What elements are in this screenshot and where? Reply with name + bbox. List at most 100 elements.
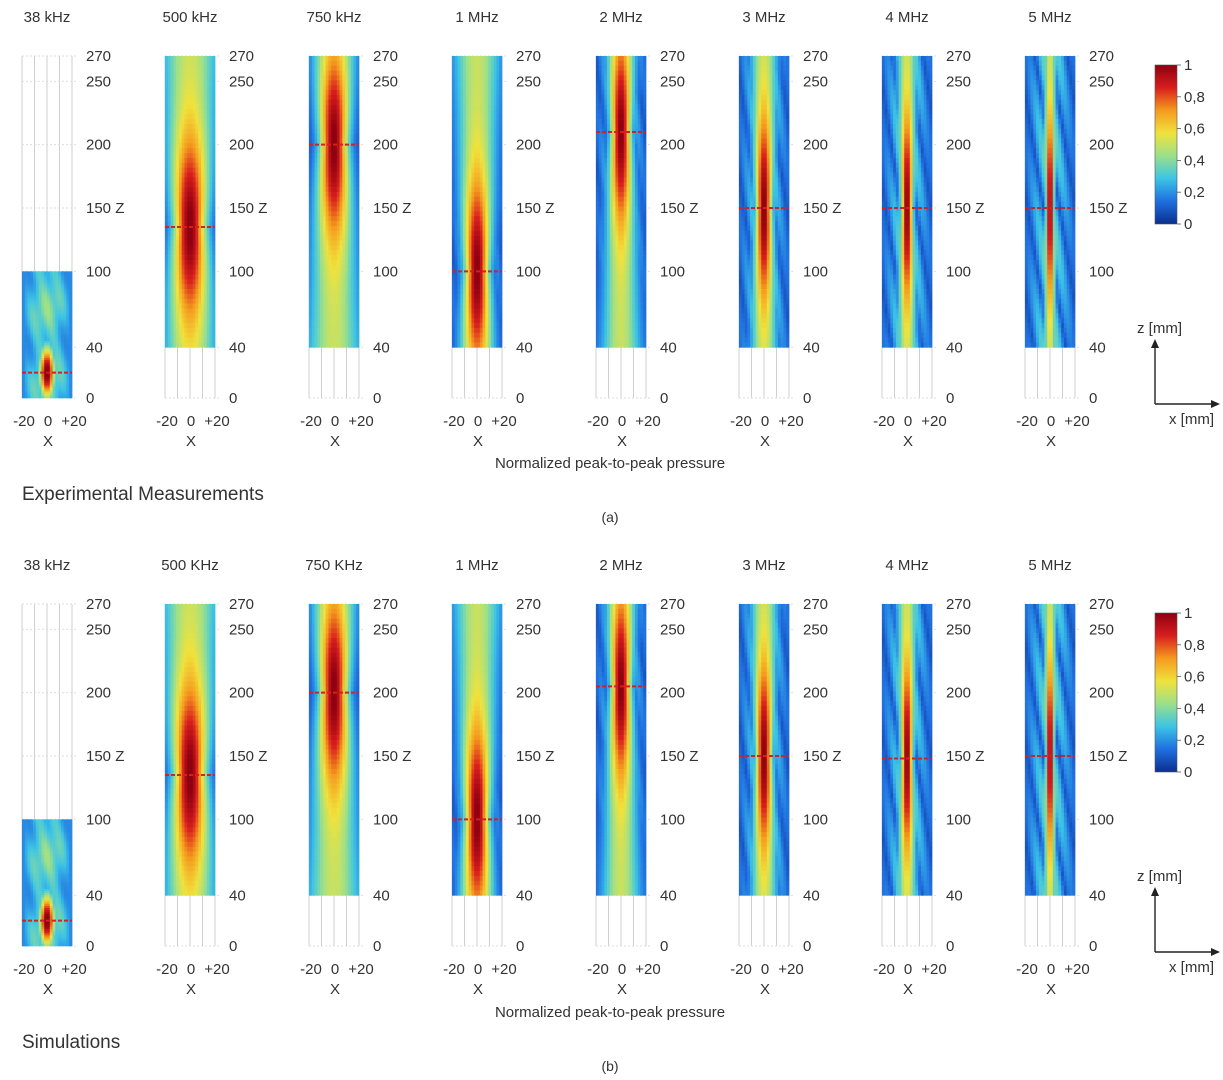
heat-cell (601, 119, 605, 125)
heat-cell (309, 332, 313, 338)
heat-cell (309, 104, 313, 110)
heat-cell (47, 383, 51, 386)
heat-cell (38, 349, 42, 352)
heat-cell (334, 123, 338, 130)
heat-cell (322, 56, 326, 62)
heat-cell (44, 305, 48, 308)
heat-cell (63, 313, 67, 316)
heat-cell (339, 99, 343, 105)
heat-cell (60, 351, 64, 354)
heat-cell (331, 293, 335, 300)
heat-cell (52, 391, 56, 395)
heat-cell (496, 259, 500, 266)
heat-cell (465, 182, 469, 188)
heat-cell (345, 138, 349, 144)
heat-cell (69, 387, 73, 390)
heat-cell (190, 293, 194, 300)
heat-cell (342, 332, 346, 338)
heat-cell (38, 275, 42, 278)
heat-cell (607, 75, 611, 81)
heat-cell (55, 326, 59, 329)
heat-cell (632, 70, 636, 76)
heat-cell (353, 123, 357, 130)
heat-cell (328, 342, 332, 348)
heat-cell (58, 324, 62, 327)
heat-cell (609, 99, 613, 105)
heat-cell (41, 277, 45, 281)
heat-cell (47, 362, 51, 365)
heat-cell (629, 85, 633, 91)
heat-cell (52, 275, 56, 278)
heat-cell (181, 104, 185, 110)
heat-cell (356, 123, 360, 130)
heat-cell (465, 235, 469, 241)
heat-cell (165, 94, 169, 100)
heat-cell (24, 387, 28, 390)
heat-cell (314, 128, 318, 134)
heat-cell (201, 298, 205, 304)
heat-cell (35, 317, 39, 321)
heat-cell (454, 99, 458, 105)
heat-cell (27, 387, 31, 390)
heat-cell (184, 221, 188, 227)
heat-cell (320, 327, 324, 334)
heat-cell (69, 355, 73, 359)
heat-cell (165, 114, 169, 120)
heat-cell (309, 99, 313, 105)
heat-cell (181, 293, 185, 300)
heat-cell (173, 123, 177, 130)
heat-cell (345, 303, 349, 309)
heat-cell (331, 201, 335, 207)
heat-cell (69, 319, 73, 323)
heat-cell (314, 187, 318, 193)
heat-cell (24, 355, 28, 359)
heat-cell (452, 157, 456, 164)
heat-cell (331, 109, 335, 115)
heat-cell (52, 381, 56, 384)
heat-cell (339, 337, 343, 343)
heat-cell (201, 56, 205, 62)
heat-cell (640, 85, 644, 91)
heat-cell (334, 191, 338, 198)
heat-cell (24, 307, 28, 310)
heat-cell (615, 172, 619, 178)
heat-cell (356, 206, 360, 212)
heat-cell (30, 328, 34, 331)
heat-cell (63, 343, 67, 346)
heat-cell (493, 206, 497, 212)
heat-cell (309, 133, 313, 139)
heat-cell (334, 274, 338, 280)
heat-cell (41, 334, 45, 338)
heat-cell (69, 353, 73, 357)
heat-cell (212, 75, 216, 81)
heat-cell (488, 157, 492, 164)
heat-cell (643, 196, 647, 202)
heat-cell (474, 128, 478, 134)
heat-cell (38, 300, 42, 304)
heat-cell (41, 275, 45, 278)
heat-cell (499, 99, 503, 105)
heat-cell (493, 148, 497, 154)
heat-cell (66, 313, 70, 316)
heat-cell (598, 114, 602, 120)
heat-cell (38, 313, 42, 316)
heat-cell (347, 75, 351, 81)
heat-cell (52, 332, 56, 335)
heat-cell (328, 279, 332, 285)
heat-cell (69, 303, 73, 306)
heat-cell (618, 109, 622, 115)
heat-cell (353, 172, 357, 178)
heat-cell (206, 138, 210, 144)
heat-cell (66, 341, 70, 344)
heat-cell (320, 255, 324, 261)
heat-cell (52, 305, 56, 308)
heat-cell (167, 259, 171, 266)
heat-cell (499, 60, 503, 67)
heat-cell (609, 89, 613, 96)
heat-cell (490, 133, 494, 139)
heat-cell (47, 303, 51, 306)
heat-cell (187, 211, 191, 217)
heat-cell (493, 138, 497, 144)
heat-cell (309, 89, 313, 96)
heat-cell (598, 70, 602, 76)
